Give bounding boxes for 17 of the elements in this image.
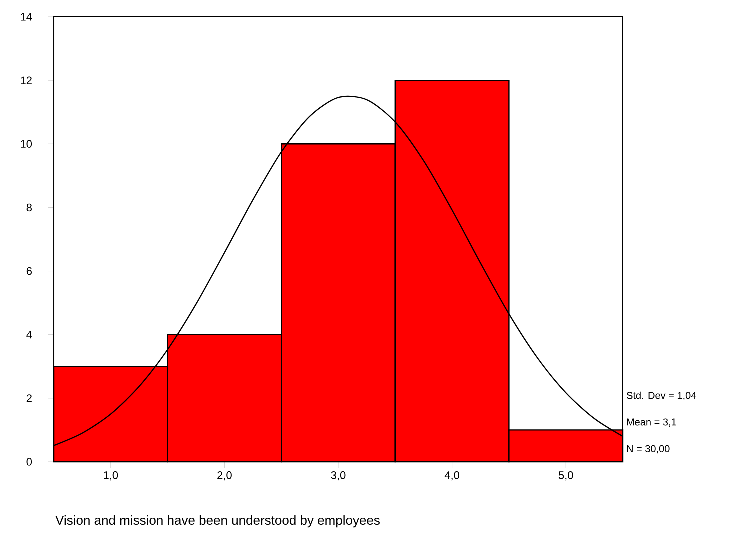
y-tick-label: 0 bbox=[26, 458, 32, 466]
y-tick-label: 14 bbox=[21, 13, 32, 21]
y-tick-label: 10 bbox=[21, 140, 32, 148]
y-tick-label: 12 bbox=[21, 76, 32, 84]
x-tick-label: 3,0 bbox=[331, 472, 346, 481]
x-tick-label: 4,0 bbox=[444, 472, 460, 481]
x-tick-label: 2,0 bbox=[218, 472, 232, 481]
text: N = 30,00 bbox=[627, 445, 670, 454]
y-tick-label: 4 bbox=[26, 331, 32, 339]
text: Std. Dev = 1,04 bbox=[626, 392, 696, 400]
y-tick-label: 8 bbox=[26, 204, 32, 212]
y-tick-label: 2 bbox=[26, 394, 32, 402]
x-tick-label: 5,0 bbox=[558, 472, 574, 481]
y-tick-label: 6 bbox=[26, 267, 32, 276]
x-axis-title: Vision and mission have been understood by employees bbox=[56, 516, 380, 528]
text: Mean = 3,1 bbox=[627, 418, 676, 427]
x-tick-label: 1,0 bbox=[104, 472, 118, 481]
